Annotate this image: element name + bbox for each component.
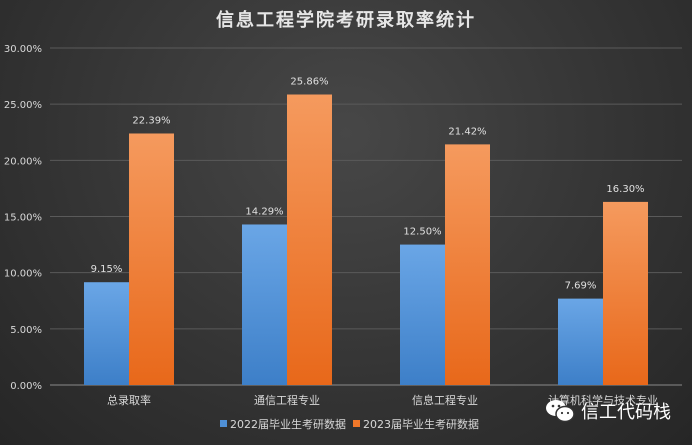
y-tick-label: 10.00% [4,269,42,280]
data-label: 9.15% [91,264,123,275]
y-tick-label: 0.00% [10,381,42,392]
legend-swatch [220,420,227,427]
y-tick-label: 30.00% [4,44,42,55]
watermark: 信工代码栈 [545,398,671,424]
bar-2022 [400,244,445,385]
y-tick-label: 5.00% [10,325,42,336]
data-label: 12.50% [403,227,441,238]
y-tick-label: 15.00% [4,213,42,224]
legend-label: 2022届毕业生考研数据 [230,417,346,431]
bar-2023 [287,94,332,386]
data-label: 7.69% [565,281,597,292]
bar-2023 [603,201,648,385]
bar-2022 [84,282,129,385]
watermark-text: 信工代码栈 [581,402,671,423]
x-tick-label: 信息工程专业 [412,393,478,407]
chart-title: 信息工程学院考研录取率统计 [216,9,476,31]
x-tick-label: 计算机科学与技术专业 [548,393,658,407]
x-tick-label: 通信工程专业 [254,393,320,407]
bar-2022 [242,224,287,385]
data-label: 21.42% [448,126,486,137]
y-tick-label: 25.00% [4,100,42,111]
wechat-icon [546,400,575,423]
data-label: 16.30% [606,184,644,195]
legend-swatch [353,420,360,427]
data-label: 14.29% [245,206,283,217]
data-label: 22.39% [132,115,170,126]
bar-2022 [558,298,603,385]
x-tick-label: 总录取率 [107,393,151,407]
bar-2023 [129,133,174,385]
bar-2023 [445,144,490,385]
y-tick-label: 20.00% [4,156,42,167]
legend-label: 2023届毕业生考研数据 [363,417,479,431]
data-label: 25.86% [290,77,328,88]
